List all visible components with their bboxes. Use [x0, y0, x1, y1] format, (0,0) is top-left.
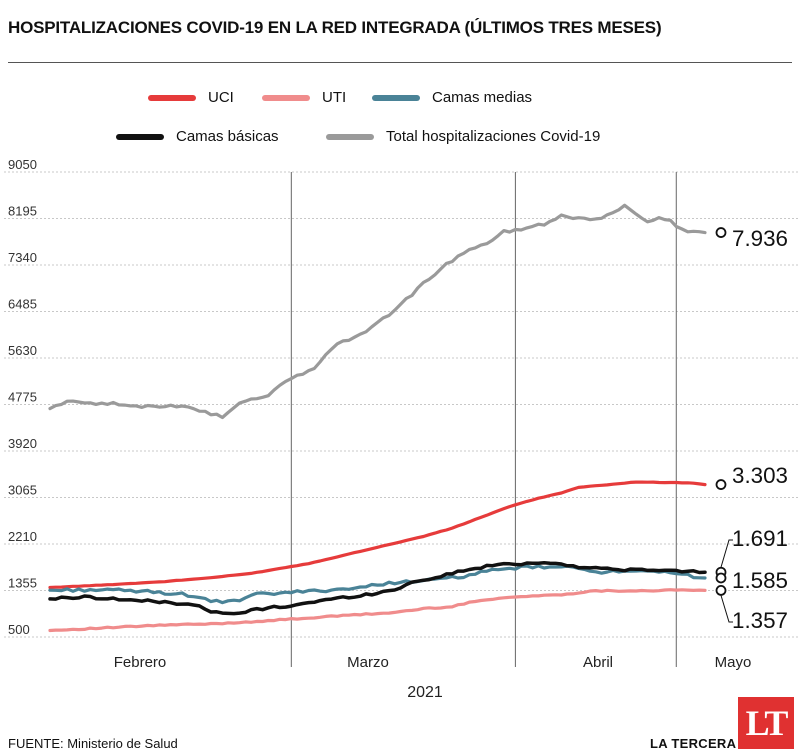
- end-point-marker: [715, 584, 727, 596]
- legend-label-uti: UTI: [322, 89, 347, 106]
- legend-swatch-total: [326, 133, 374, 140]
- y-tick-label: 2210: [8, 529, 37, 544]
- legend-label-total: Total hospitalizaciones Covid-19: [386, 128, 601, 145]
- x-month-label: Abril: [583, 654, 613, 671]
- line-chart: 9050 8195 7340 6485 5630 4775 3920 3065 2210 1355…: [4, 160, 798, 701]
- y-tick-label: 7340: [8, 250, 37, 265]
- legend-swatch-camas-basicas: [116, 133, 164, 140]
- end-point-marker: [715, 227, 727, 238]
- y-tick-label: 3065: [8, 483, 37, 498]
- label-leader-line: [720, 595, 733, 623]
- legend-item-camas-basicas: Camas básicas: [116, 128, 279, 145]
- y-tick-label: 500: [8, 622, 30, 637]
- y-tick-label: 1355: [8, 576, 37, 591]
- series-line: [48, 480, 707, 590]
- x-month-label: Marzo: [347, 654, 389, 671]
- y-tick-label: 4775: [8, 390, 37, 405]
- chart-title: HOSPITALIZACIONES COVID-19 EN LA RED INT…: [8, 18, 662, 37]
- series-line: [48, 203, 707, 420]
- y-tick-label: 6485: [8, 297, 37, 312]
- end-value-label: 1.585: [732, 568, 788, 593]
- end-value-label: 1.357: [732, 608, 788, 633]
- y-tick-label: 8195: [8, 204, 37, 219]
- y-tick-label: 9050: [8, 160, 37, 172]
- end-point-marker: [715, 479, 727, 490]
- y-tick-label: 3920: [8, 436, 37, 451]
- legend-item-uci: UCI: [148, 89, 234, 106]
- end-value-label: 3.303: [732, 463, 788, 488]
- x-month-label: Mayo: [715, 654, 752, 671]
- x-month-label: Febrero: [114, 654, 167, 671]
- legend-label-camas-medias: Camas medias: [432, 89, 533, 106]
- legend-swatch-uti: [262, 94, 310, 101]
- legend-item-camas-medias: Camas medias: [372, 89, 532, 106]
- legend-label-uci: UCI: [208, 89, 234, 106]
- series-line: [48, 564, 707, 605]
- legend-item-total: Total hospitalizaciones Covid-19: [326, 128, 600, 145]
- source-note: FUENTE: Ministerio de Salud: [8, 736, 178, 751]
- legend-swatch-camas-medias: [372, 94, 420, 101]
- publisher-logo: LT: [738, 697, 794, 749]
- x-axis-title: 2021: [407, 684, 443, 701]
- legend-item-uti: UTI: [262, 89, 346, 106]
- series-line: [48, 588, 707, 633]
- end-value-label: 7.936: [732, 226, 788, 251]
- legend-label-camas-basicas: Camas básicas: [176, 128, 279, 145]
- series-line: [48, 561, 707, 616]
- y-tick-label: 5630: [8, 343, 37, 358]
- publisher-name: LA TERCERA: [650, 736, 737, 751]
- label-leader-line: [720, 539, 733, 568]
- end-value-label: 1.691: [732, 526, 788, 551]
- end-point-marker: [715, 572, 727, 584]
- legend-swatch-uci: [148, 94, 196, 101]
- title-divider: [8, 62, 792, 63]
